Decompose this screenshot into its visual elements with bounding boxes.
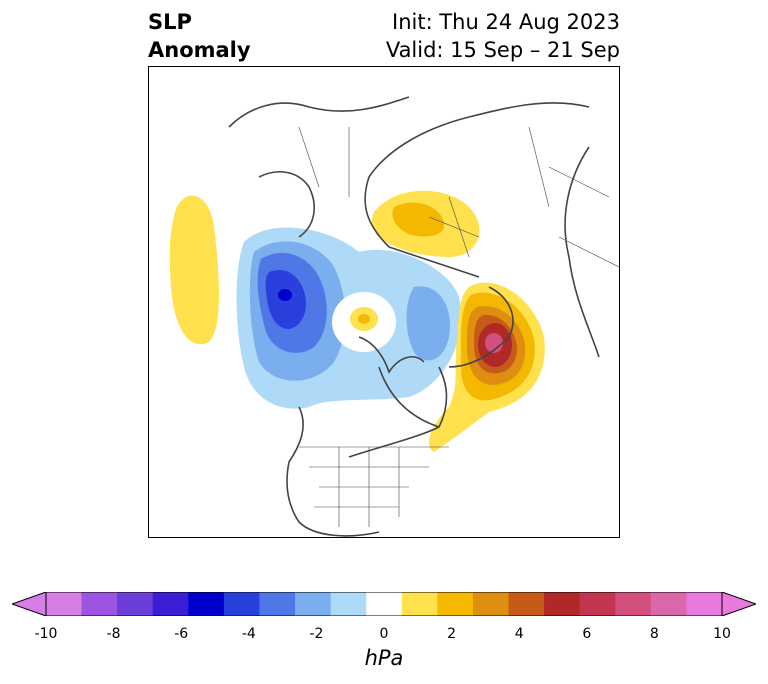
colorbar-cell <box>437 592 474 616</box>
colorbar <box>12 592 756 616</box>
colorbar-outline <box>45 592 723 616</box>
colorbar-cell <box>366 592 403 616</box>
negative-anomaly-center <box>278 289 292 301</box>
title-field: Anomaly <box>148 38 251 62</box>
colorbar-cell <box>223 592 260 616</box>
colorbar-tick-label: 0 <box>379 626 389 642</box>
colorbar-cell <box>46 592 83 616</box>
eurasia-positive-core <box>392 202 445 237</box>
valid-range: Valid: 15 Sep – 21 Sep <box>385 38 620 62</box>
colorbar-cell <box>650 592 687 616</box>
colorbar-cell <box>152 592 189 616</box>
colorbar-cell <box>259 592 296 616</box>
colorbar-cell <box>508 592 545 616</box>
colorbar-cell <box>330 592 367 616</box>
anomaly-map <box>148 66 620 538</box>
coastlines <box>228 96 600 537</box>
map-canvas <box>149 96 619 537</box>
colorbar-tick-label: 10 <box>713 626 731 642</box>
colorbar-tick-label: -10 <box>34 626 58 642</box>
colorbar-cell <box>686 592 723 616</box>
colorbar-cell <box>401 592 438 616</box>
colorbar-under-arrow <box>12 592 47 616</box>
colorbar-cell <box>295 592 332 616</box>
init-date: Init: Thu 24 Aug 2023 <box>392 10 620 34</box>
colorbar-cell <box>544 592 581 616</box>
colorbar-tick-label: -8 <box>106 626 121 642</box>
colorbar-tick-label: 4 <box>514 626 524 642</box>
colorbar-cell <box>188 592 225 616</box>
colorbar-tick-label: -6 <box>174 626 189 642</box>
pacific-positive-anomaly <box>169 195 219 345</box>
map-title-left: SLP Anomaly <box>148 8 251 64</box>
colorbar-cell <box>81 592 118 616</box>
colorbar-over-arrow <box>721 592 756 616</box>
map-title-right: Init: Thu 24 Aug 2023 Valid: 15 Sep – 21… <box>386 8 620 64</box>
title-variable: SLP <box>148 10 192 34</box>
atlantic-positive-center <box>485 333 503 353</box>
colorbar-tick-label: 8 <box>649 626 659 642</box>
colorbar-cell <box>117 592 154 616</box>
colorbar-cell <box>579 592 616 616</box>
colorbar-cell <box>615 592 652 616</box>
colorbar-tick-label: 2 <box>447 626 457 642</box>
colorbar-cell <box>472 592 510 616</box>
country-borders <box>298 126 619 527</box>
colorbar-cells <box>46 592 723 616</box>
edge-white-patch <box>149 282 155 322</box>
colorbar-tick-label: -4 <box>241 626 256 642</box>
colorbar-tick-label: -2 <box>309 626 324 642</box>
negative-anomaly-east <box>406 286 450 361</box>
colorbar-tick-label: 6 <box>582 626 592 642</box>
colorbar-unit-label: hPa <box>364 646 404 670</box>
arctic-small-positive-core <box>358 314 370 324</box>
